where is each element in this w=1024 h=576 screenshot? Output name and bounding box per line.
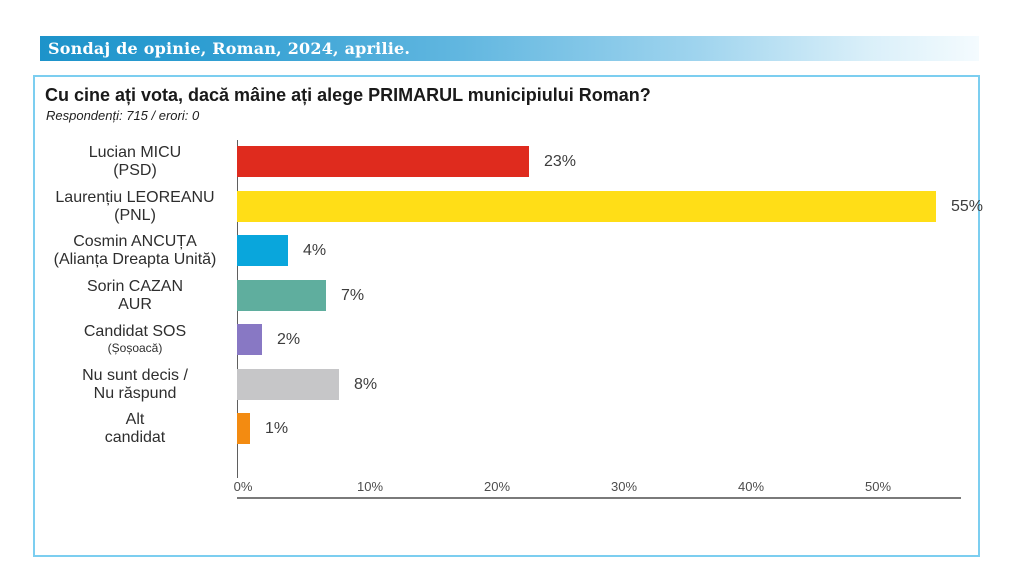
header-banner: Sondaj de opinie, Roman, 2024, aprilie. [40, 36, 979, 61]
bar-2 [237, 191, 936, 222]
category-label-line1: Sorin CAZAN [86, 277, 184, 295]
category-label-line2: (PSD) [113, 161, 157, 179]
category-label-line2: candidat [104, 428, 166, 446]
x-tick-label: 10% [356, 479, 384, 494]
category-label-line2: (Alianța Dreapta Unită) [53, 250, 217, 268]
value-label: 4% [303, 242, 327, 259]
x-axis-line [237, 497, 961, 499]
bar-3 [237, 235, 288, 266]
x-tick-label: 40% [737, 479, 765, 494]
category-label: Laurențiu LEOREANU (PNL) [35, 189, 235, 225]
category-label-line1: Nu sunt decis / [82, 366, 188, 384]
bar-1 [237, 146, 529, 177]
bar-4 [237, 280, 326, 311]
bar-7 [237, 413, 250, 444]
category-label-line1: Alt [125, 410, 145, 428]
bar-5 [237, 324, 262, 355]
bar-chart-plot: Lucian MICU (PSD) 23% Laurențiu LEOREANU (PN… [35, 77, 983, 555]
category-label: Sorin CAZAN AUR [35, 278, 235, 314]
category-label-line1: Lucian MICU [88, 143, 182, 161]
category-label-line2: Nu răspund [93, 384, 177, 402]
category-label: Alt candidat [35, 411, 235, 447]
category-label-line1: Laurențiu LEOREANU [55, 188, 215, 206]
value-label: 2% [277, 331, 301, 348]
banner-title: Sondaj de opinie, Roman, 2024, aprilie. [48, 39, 411, 58]
category-label: Candidat SOS (Șoșoacă) [35, 323, 235, 356]
value-label: 8% [354, 376, 378, 393]
category-label: Cosmin ANCUȚA (Alianța Dreapta Unită) [35, 233, 235, 269]
value-label: 7% [341, 287, 365, 304]
chart-title: Cu cine ați vota, dacă mâine ați alege P… [45, 85, 651, 105]
x-tick-label: 50% [864, 479, 892, 494]
x-tick-label: 0% [233, 479, 253, 494]
category-label: Lucian MICU (PSD) [35, 144, 235, 180]
value-label: 1% [265, 420, 289, 437]
value-label: 23% [544, 153, 577, 170]
x-tick-label: 30% [610, 479, 638, 494]
category-label-line2: (Șoșoacă) [107, 341, 163, 355]
category-label-line1: Candidat SOS [83, 323, 187, 340]
category-label: Nu sunt decis / Nu răspund [35, 367, 235, 403]
category-label-line1: Cosmin ANCUȚA [73, 232, 197, 250]
category-label-line2: (PNL) [114, 206, 156, 224]
x-tick-label: 20% [483, 479, 511, 494]
chart-panel: Cu cine ați vota, dacă mâine ați alege P… [33, 75, 983, 557]
category-label-line2: AUR [118, 295, 152, 313]
bar-6 [237, 369, 339, 400]
value-label: 55% [951, 198, 984, 215]
chart-subtitle: Respondenți: 715 / erori: 0 [46, 108, 200, 123]
